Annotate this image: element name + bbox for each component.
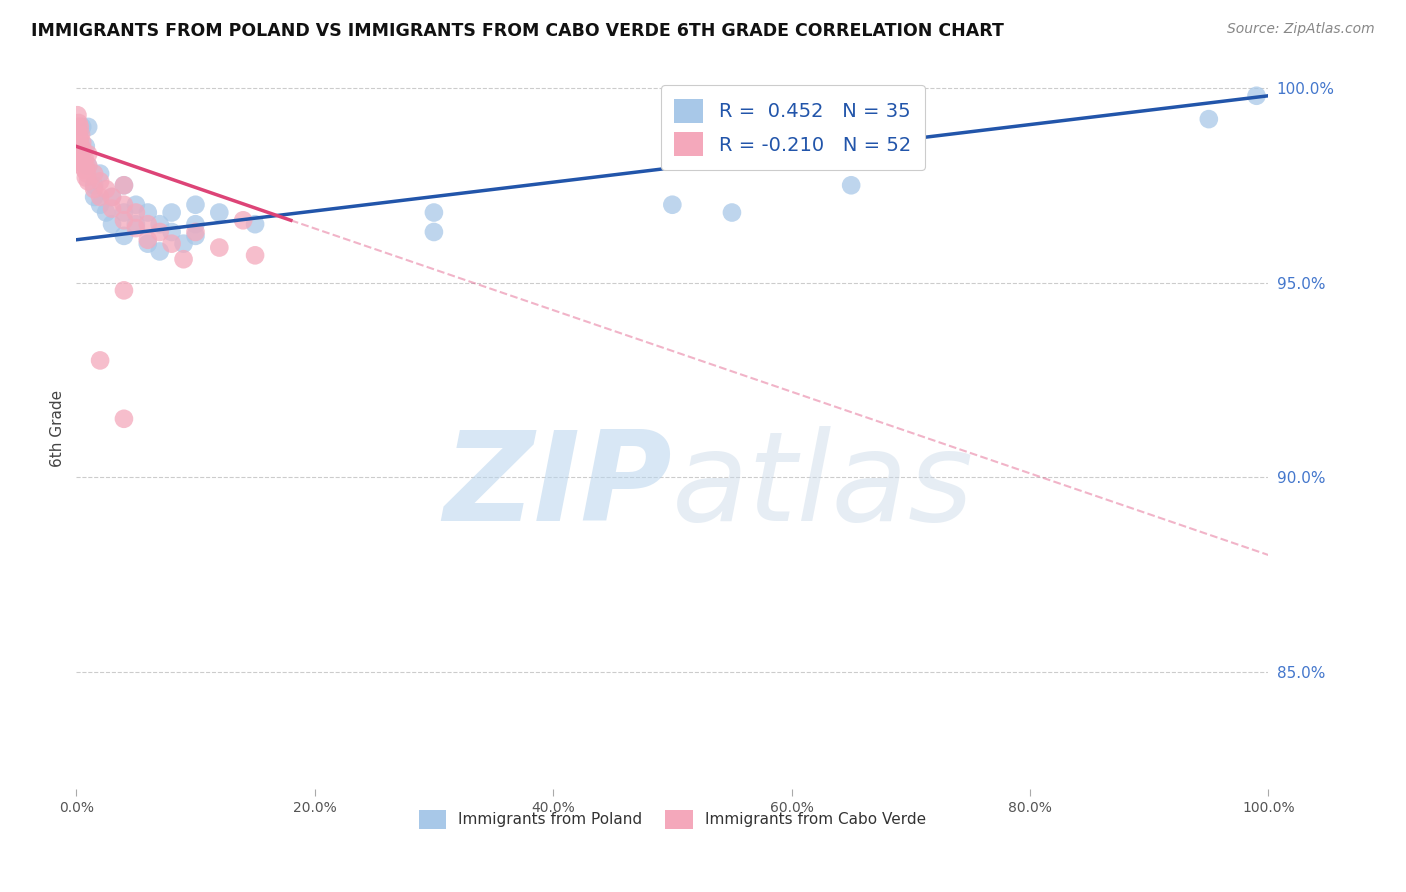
Point [75, 159, 97, 173]
Point [89, 167, 111, 181]
Point [101, 190, 124, 204]
Point [94, 182, 117, 196]
Point [112, 198, 135, 212]
Point [136, 233, 159, 247]
Point [69, 131, 91, 145]
Point [69, 155, 91, 169]
Point [75, 170, 97, 185]
Point [125, 221, 148, 235]
Point [66, 143, 89, 157]
Point [136, 236, 159, 251]
Point [173, 252, 195, 267]
Legend: Immigrants from Poland, Immigrants from Cabo Verde: Immigrants from Poland, Immigrants from … [412, 804, 932, 835]
Point [243, 248, 266, 262]
Point [721, 205, 744, 219]
Point [70, 151, 93, 165]
Point [101, 217, 124, 231]
Text: Source: ZipAtlas.com: Source: ZipAtlas.com [1227, 22, 1375, 37]
Point [69, 143, 91, 157]
Point [77, 159, 100, 173]
Point [83, 167, 105, 181]
Point [67, 128, 90, 142]
Point [232, 213, 254, 227]
Point [83, 178, 105, 193]
Point [66, 108, 89, 122]
Point [72, 155, 94, 169]
Point [184, 198, 207, 212]
Point [1198, 112, 1220, 127]
Point [73, 162, 96, 177]
Point [173, 236, 195, 251]
Point [66, 131, 89, 145]
Text: IMMIGRANTS FROM POLAND VS IMMIGRANTS FROM CABO VERDE 6TH GRADE CORRELATION CHART: IMMIGRANTS FROM POLAND VS IMMIGRANTS FRO… [31, 22, 1004, 40]
Point [1246, 88, 1268, 103]
Point [125, 198, 148, 212]
Point [149, 225, 172, 239]
Point [70, 139, 93, 153]
Text: ZIP: ZIP [444, 425, 672, 547]
Point [112, 205, 135, 219]
Point [423, 205, 446, 219]
Point [839, 178, 862, 193]
Point [101, 190, 124, 204]
Point [208, 205, 231, 219]
Point [112, 228, 135, 243]
Point [89, 353, 111, 368]
Point [160, 225, 183, 239]
Point [149, 217, 172, 231]
Point [73, 151, 96, 165]
Point [112, 284, 135, 298]
Point [112, 411, 135, 425]
Point [149, 244, 172, 259]
Point [75, 139, 97, 153]
Point [72, 143, 94, 157]
Point [83, 182, 105, 196]
Point [77, 120, 100, 134]
Point [243, 217, 266, 231]
Point [77, 147, 100, 161]
Point [70, 136, 93, 150]
Point [184, 225, 207, 239]
Point [94, 205, 117, 219]
Point [208, 241, 231, 255]
Point [661, 198, 683, 212]
Point [89, 174, 111, 188]
Point [89, 198, 111, 212]
Point [184, 228, 207, 243]
Point [67, 143, 90, 157]
Point [66, 120, 89, 134]
Y-axis label: 6th Grade: 6th Grade [51, 390, 65, 467]
Point [184, 217, 207, 231]
Point [70, 147, 93, 161]
Point [136, 205, 159, 219]
Point [69, 120, 91, 134]
Point [70, 159, 93, 173]
Point [136, 217, 159, 231]
Point [112, 213, 135, 227]
Point [125, 217, 148, 231]
Point [112, 178, 135, 193]
Point [125, 205, 148, 219]
Point [89, 190, 111, 204]
Point [77, 174, 100, 188]
Text: atlas: atlas [672, 425, 974, 547]
Point [112, 178, 135, 193]
Point [160, 205, 183, 219]
Point [77, 159, 100, 173]
Point [101, 202, 124, 216]
Point [160, 236, 183, 251]
Point [67, 116, 90, 130]
Point [70, 128, 93, 142]
Point [70, 120, 93, 134]
Point [83, 190, 105, 204]
Point [423, 225, 446, 239]
Point [76, 167, 98, 181]
